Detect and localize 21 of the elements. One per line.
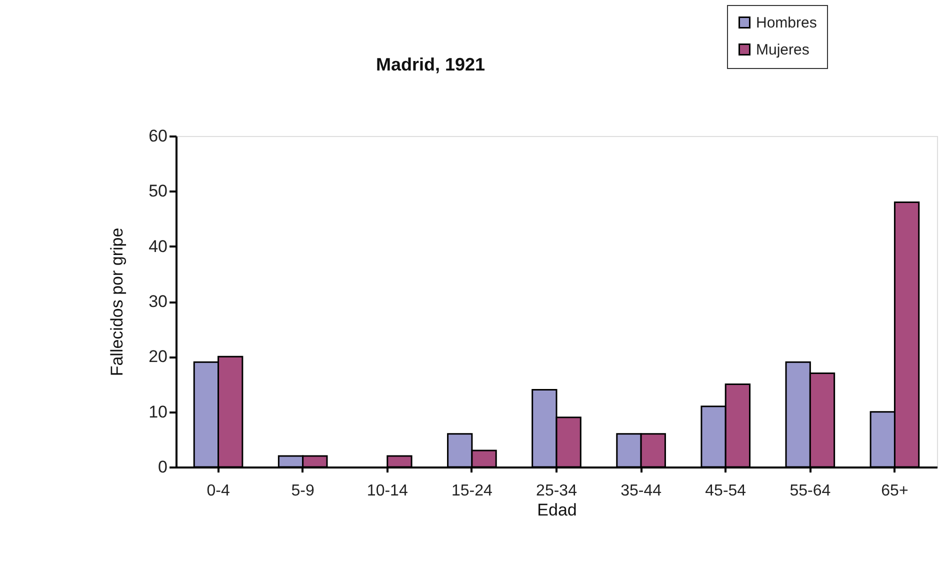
x-tick-label: 5-9 [291,482,314,500]
y-tick-label: 0 [158,458,168,476]
x-tick-label: 55-64 [790,482,831,500]
y-tick-label: 40 [148,236,168,256]
x-tick-label: 0-4 [206,482,230,500]
x-tick-label: 35-44 [620,482,662,500]
legend-label: Mujeres [756,42,810,58]
x-tick-label: 10-14 [366,482,408,500]
y-tick-label: 20 [148,347,168,366]
y-tick-label: 10 [148,402,168,422]
x-tick-label: 65+ [881,482,908,500]
x-tick-label: 25-34 [536,482,578,500]
y-tick-label: 30 [148,292,168,311]
chart-title: Madrid, 1921 [376,54,486,74]
y-tick-label: 50 [148,182,168,201]
x-axis-title: Edad [537,500,577,520]
y-tick-label: 60 [148,126,168,146]
legend-label: Hombres [756,14,817,32]
x-tick-label: 45-54 [705,482,746,500]
x-tick-label: 15-24 [451,482,493,500]
y-axis-title: Fallecidos por gripe [108,228,127,376]
